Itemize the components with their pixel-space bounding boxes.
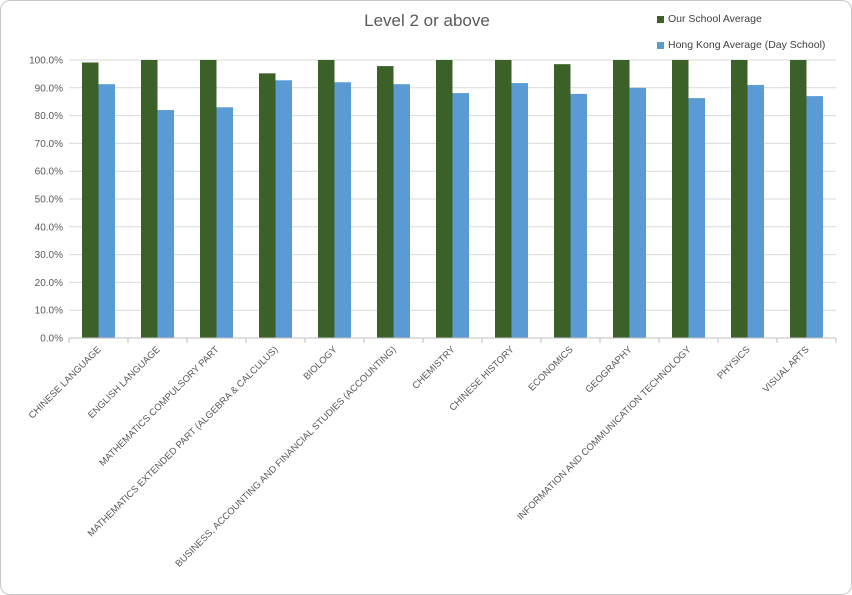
y-tick-label: 60.0%	[35, 167, 63, 178]
x-category-label: MATHEMATICS COMPULSORY PART	[97, 344, 221, 468]
bar-our-school	[259, 73, 276, 339]
bar-hong-kong	[334, 82, 351, 339]
x-category-label: CHEMISTRY	[410, 344, 458, 392]
legend-label-our-school: Our School Average	[668, 13, 762, 25]
bars	[82, 60, 823, 339]
legend-item-hong-kong: Hong Kong Average (Day School)	[657, 38, 825, 52]
bar-our-school	[495, 60, 512, 338]
bar-our-school	[731, 60, 748, 338]
y-tick-label: 70.0%	[35, 139, 63, 150]
bar-our-school	[82, 62, 99, 338]
bar-hong-kong	[393, 84, 410, 338]
y-tick-label: 80.0%	[35, 111, 63, 122]
y-tick-label: 50.0%	[35, 195, 63, 206]
bar-our-school	[672, 60, 689, 338]
bar-hong-kong	[688, 98, 705, 338]
bar-our-school	[613, 60, 630, 338]
y-tick-label: 0.0%	[40, 334, 63, 345]
bar-hong-kong	[629, 87, 646, 338]
legend-swatch-hong-kong	[657, 41, 664, 49]
x-category-label: GEOGRAPHY	[584, 344, 636, 396]
x-category-label: VISUAL ARTS	[761, 344, 812, 395]
bar-our-school	[377, 66, 394, 338]
y-tick-label: 10.0%	[35, 306, 63, 317]
bar-our-school	[554, 64, 571, 339]
bar-hong-kong	[570, 93, 587, 338]
legend-swatch-our-school	[657, 15, 664, 23]
y-tick-label: 40.0%	[35, 222, 63, 233]
legend-item-our-school: Our School Average	[657, 12, 762, 26]
x-category-label: BUSINESS, ACCOUNTING AND FINANCIAL STUDI…	[173, 344, 398, 569]
bar-hong-kong	[747, 85, 764, 339]
bar-hong-kong	[275, 80, 292, 338]
x-category-label: PHYSICS	[715, 344, 752, 381]
bar-our-school	[141, 60, 158, 338]
bar-hong-kong	[157, 110, 174, 338]
y-tick-label: 20.0%	[35, 278, 63, 289]
y-tick-label: 30.0%	[35, 250, 63, 261]
bar-our-school	[200, 60, 217, 338]
y-tick-label: 90.0%	[35, 83, 63, 94]
bar-hong-kong	[98, 84, 115, 338]
x-category-label: CHINESE HISTORY	[447, 344, 517, 414]
legend-label-hong-kong: Hong Kong Average (Day School)	[668, 39, 826, 51]
x-category-label: ECONOMICS	[526, 344, 575, 393]
y-tick-label: 100.0%	[29, 56, 63, 67]
chart-title: Level 2 or above	[364, 11, 490, 30]
bar-our-school	[318, 60, 335, 338]
bar-hong-kong	[806, 96, 823, 338]
x-category-label: MATHEMATICS EXTENDED PART (ALGEBRA & CAL…	[86, 344, 281, 539]
bar-hong-kong	[452, 93, 469, 338]
bar-our-school	[790, 60, 807, 338]
x-category-label: BIOLOGY	[302, 344, 340, 382]
bar-our-school	[436, 60, 453, 338]
bar-hong-kong	[216, 107, 233, 338]
bar-hong-kong	[511, 83, 528, 338]
